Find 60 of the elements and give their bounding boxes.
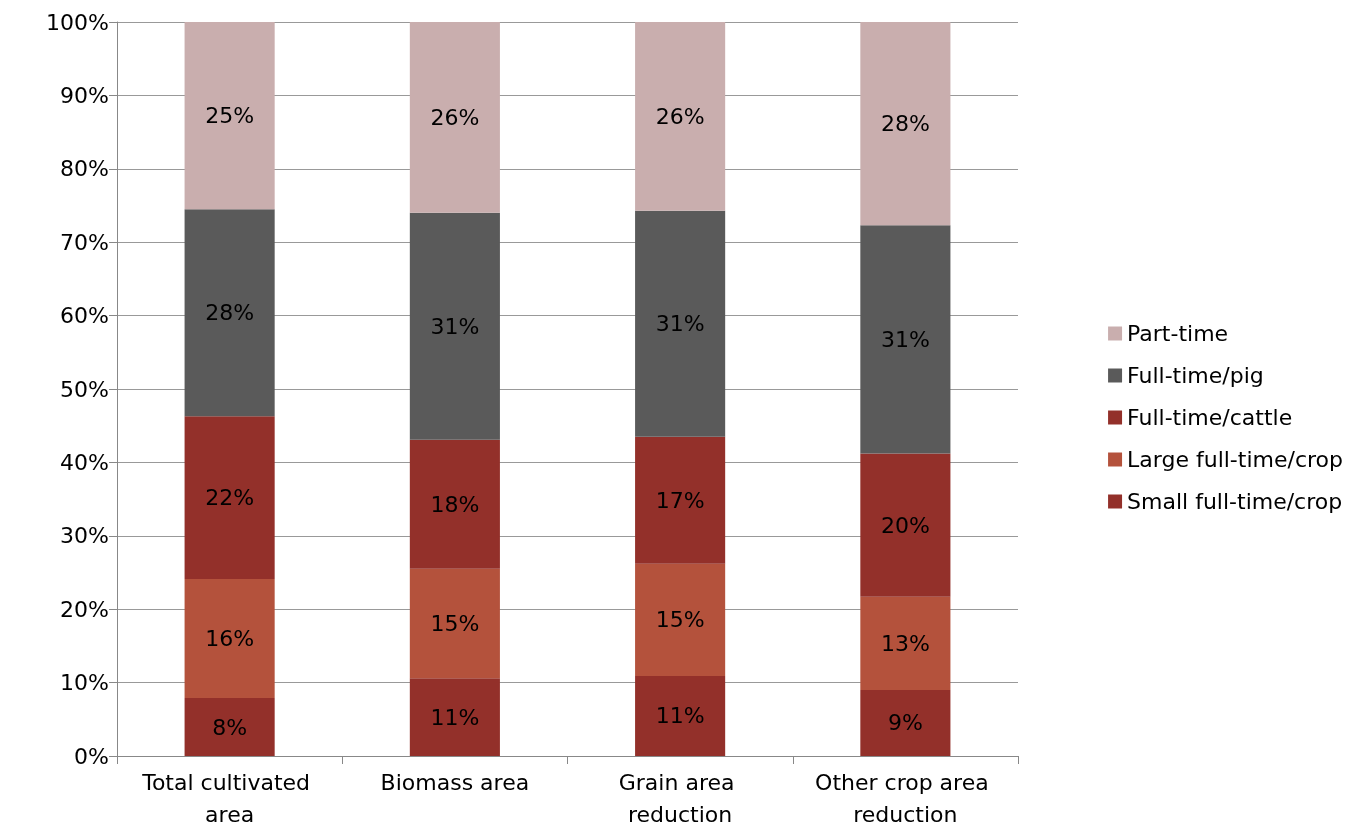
y-tick-label: 30% [60,523,109,549]
y-tick-label: 20% [60,596,109,622]
data-label: 28% [880,111,930,137]
legend-label: Full-time/pig [1127,363,1264,388]
y-tick-label: 90% [60,82,109,108]
data-label: 11% [655,703,705,729]
data-label: 26% [430,104,480,130]
y-tick-label: 60% [60,303,109,329]
bar [409,439,500,569]
data-label: 26% [655,103,705,129]
bar [860,596,951,690]
bar [860,453,951,597]
x-tick-label: Other crop area reduction [815,769,996,827]
data-label: 28% [205,300,255,326]
y-tick-label: 70% [60,229,109,255]
bar [860,22,951,226]
bar [860,689,951,756]
bar [184,698,275,756]
data-label: 20% [880,512,930,538]
y-tick-label: 100% [46,9,109,35]
data-label: 18% [430,491,480,517]
data-label: 25% [205,103,255,129]
bar [635,675,726,756]
legend-label: Part-time [1127,321,1229,346]
y-tick-label: 80% [60,156,109,182]
bar [184,579,275,699]
bar [184,416,275,580]
y-tick-label: 40% [60,449,109,475]
data-label: 31% [880,326,930,352]
bar [184,22,275,210]
data-label: 8% [212,714,248,740]
bar [635,210,726,437]
data-label: 31% [430,313,480,339]
x-tick-label: Biomass area [380,769,530,795]
x-tick-label: Grain area reduction [618,769,742,827]
data-label: 15% [655,607,705,633]
data-label: 11% [430,704,480,730]
bar [409,678,500,756]
bar [409,212,500,440]
data-label: 22% [205,485,255,511]
data-label: 31% [655,311,705,337]
x-tick-label: Total cultivated area [141,769,318,827]
data-label: 13% [880,630,930,656]
bar [860,225,951,454]
legend-label: Small full-time/crop [1127,489,1343,514]
legend-label: Full-time/cattle [1127,405,1293,430]
data-label: 15% [430,611,480,637]
bar [635,563,726,676]
data-label: 16% [205,626,255,652]
bar [409,568,500,679]
legend-label: Large full-time/crop [1127,447,1344,472]
bar [409,22,500,213]
bar [635,22,726,211]
y-tick-label: 50% [60,376,109,402]
data-label: 9% [887,710,923,736]
data-label: 17% [655,487,705,513]
y-tick-label: 0% [74,743,109,769]
bar [635,436,726,564]
bar [184,209,275,417]
y-tick-label: 10% [60,670,109,696]
